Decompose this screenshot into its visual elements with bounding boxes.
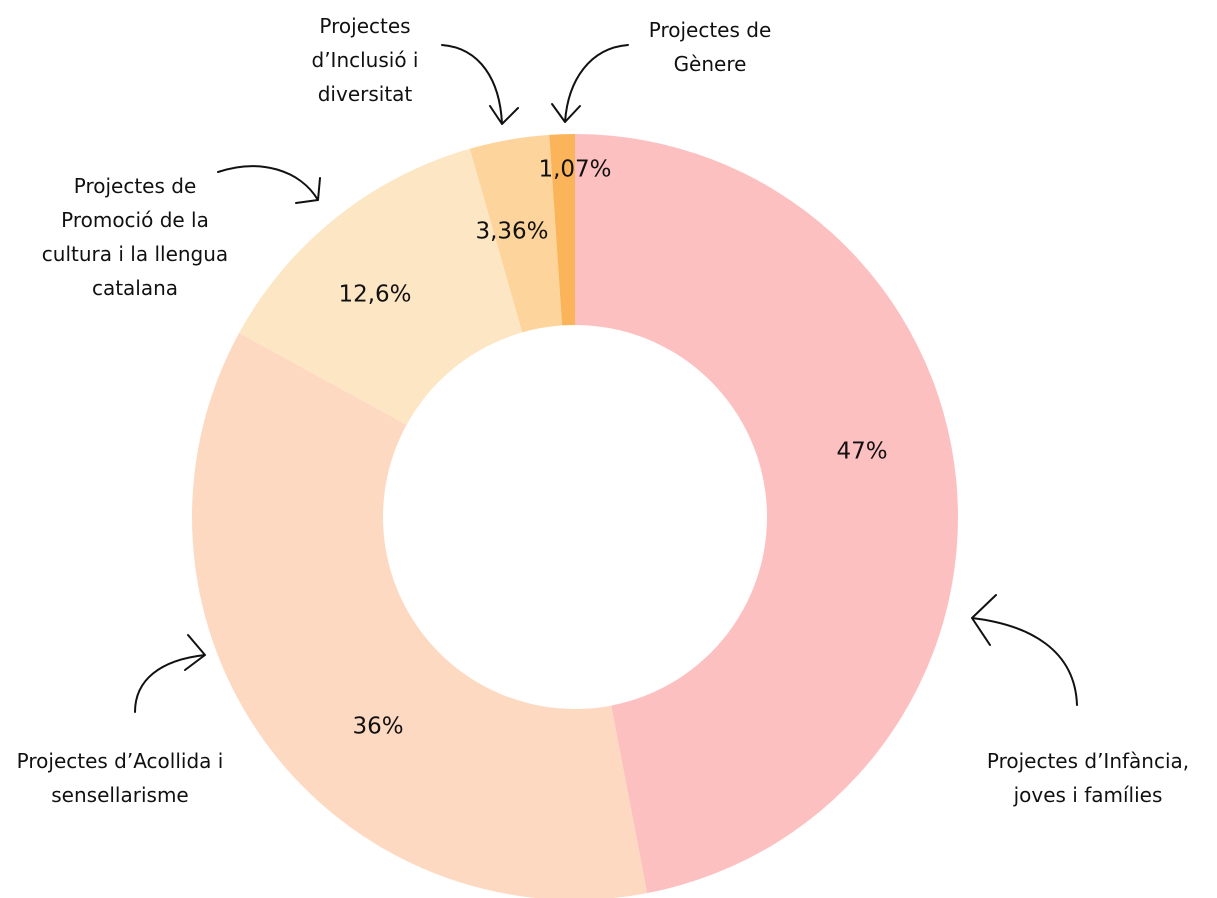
slice (549, 134, 575, 326)
value-label: 3,36% (475, 219, 548, 245)
value-label: 36% (352, 714, 403, 740)
arrow (971, 594, 1078, 706)
arrow (441, 44, 519, 125)
slice (239, 148, 523, 425)
slice (469, 134, 563, 333)
category-label: Projectes de Gènere (648, 18, 772, 76)
arrow (551, 44, 629, 123)
slice (191, 333, 648, 898)
value-label: 1,07% (538, 157, 611, 183)
arrow (134, 634, 206, 713)
arrow (217, 165, 321, 204)
value-label: 47% (836, 439, 887, 465)
category-label: Projectes d’Acollida i sensellarisme (16, 749, 224, 807)
category-label: Projectes d’Infància, joves i famílies (986, 749, 1190, 807)
arrows (134, 44, 1078, 713)
category-label: Projectes de Promoció de la cultura i la… (41, 174, 229, 300)
slice (575, 134, 958, 894)
category-label: Projectes d’Inclusió i diversitat (311, 14, 419, 106)
value-label: 12,6% (338, 282, 411, 308)
